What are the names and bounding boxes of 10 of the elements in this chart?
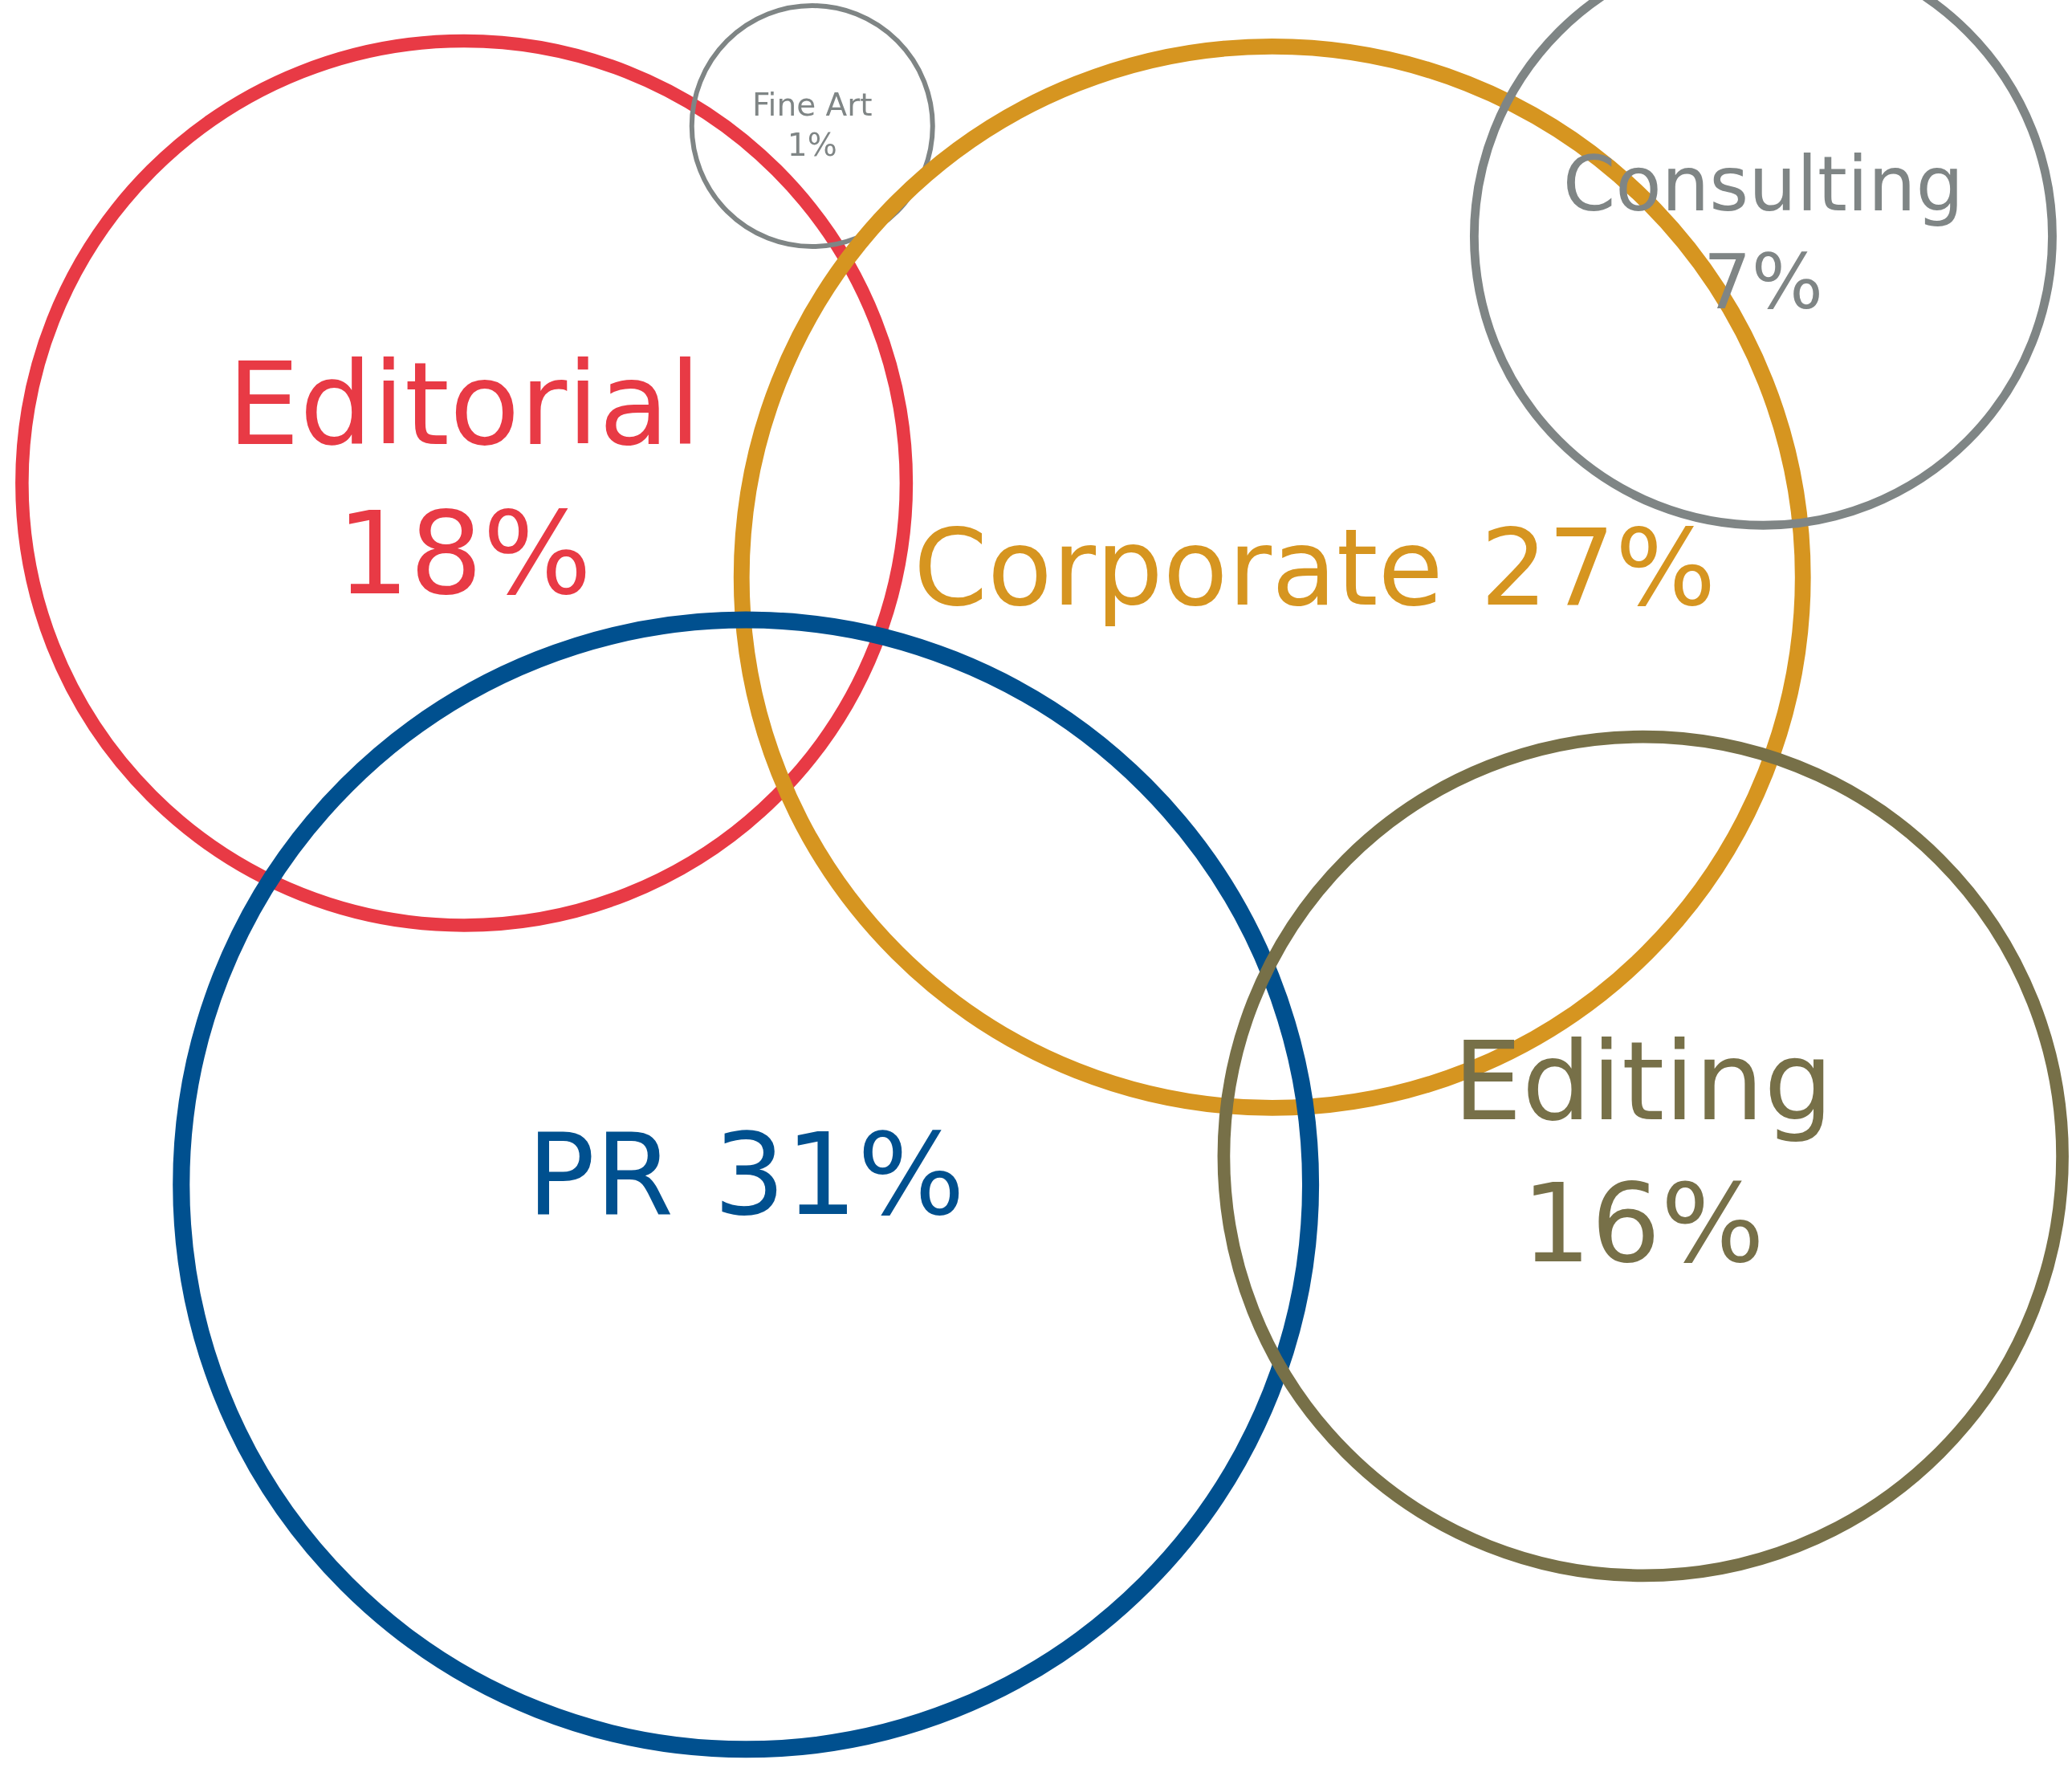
category-label: Editorial: [227, 337, 702, 471]
data-label: 1%: [787, 127, 837, 164]
category-label: PR: [527, 1109, 674, 1241]
category-label: Corporate: [913, 506, 1443, 630]
data-label: 31%: [713, 1109, 966, 1241]
data-label: 16%: [1521, 1159, 1765, 1287]
category-label: Fine Art: [751, 86, 873, 123]
data-label: 27%: [1480, 506, 1716, 630]
data-label: 18%: [336, 486, 592, 621]
category-label: Editing: [1452, 1017, 1834, 1145]
